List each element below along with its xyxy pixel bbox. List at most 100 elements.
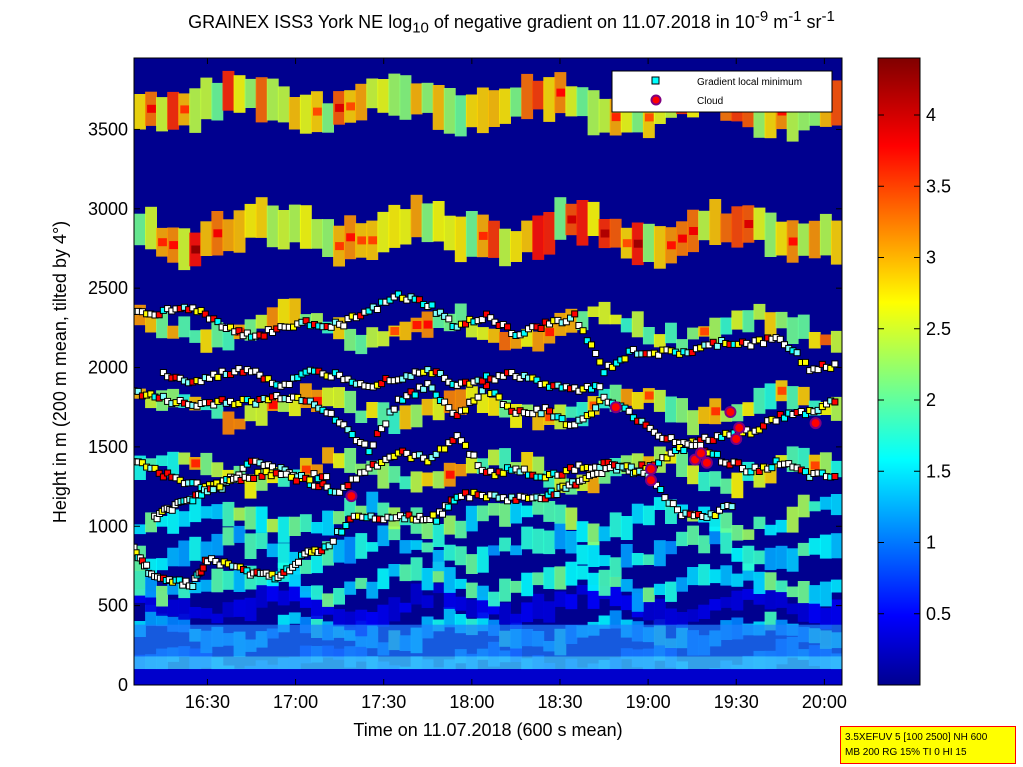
heatmap-low-layer [134,624,842,657]
heatmap-cell [410,404,423,428]
heatmap-cell [156,455,168,466]
heatmap-cell [598,526,611,542]
heatmap-cell [786,586,799,598]
gradient-minimum-marker [189,583,197,590]
heatmap-cell [266,205,279,248]
chart-title: GRAINEX ISS3 York NE log10 of negative g… [188,8,835,37]
gradient-minimum-marker [453,432,461,440]
heatmap-cell [432,471,445,489]
heatmap-cell [266,518,279,533]
heatmap-cell [145,317,157,333]
heatmap-cell [797,542,810,556]
parameter-info-box: 3.5XEFUV 5 [100 2500] NH 600 MB 200 RG 1… [840,726,1016,764]
gradient-minimum-marker [646,424,654,432]
heatmap-cell [687,567,699,586]
heatmap-cell [344,497,357,517]
heatmap-cell [642,505,655,526]
gradient-minimum-marker [390,405,398,413]
heatmap-cell [764,524,777,536]
heatmap-cell [432,313,445,328]
heatmap-cell [764,312,777,338]
heatmap-cell [244,533,257,559]
heatmap-cell [211,322,224,348]
gradient-minimum-marker [772,417,780,425]
heatmap-hotspot [423,320,433,329]
heatmap-cell [510,545,522,556]
heatmap [134,70,842,685]
heatmap-cell [720,478,733,494]
heatmap-cell [731,404,744,422]
heatmap-cell [134,524,146,535]
gradient-minimum-marker [143,561,151,569]
gradient-minimum-marker [302,317,310,325]
gradient-minimum-marker [292,477,300,485]
plot-frame [133,57,843,686]
gradient-minimum-marker [310,470,318,478]
heatmap-cell [510,502,522,524]
heatmap-cell [819,452,832,476]
heatmap-cell [709,471,722,487]
colorbar-gradient [877,57,921,686]
gradient-minimum-marker [520,465,528,473]
heatmap-cell [620,544,633,568]
gradient-minimum-marker [323,483,331,491]
heatmap-cell [488,90,500,127]
heatmap-cell [145,604,157,626]
heatmap-cell [443,313,456,332]
heatmap-cell [720,512,733,533]
cloud-marker [645,474,657,487]
heatmap-cell [543,77,556,122]
heatmap-cell [432,201,445,242]
gradient-minimum-marker [294,374,302,382]
gradient-minimum-marker [638,417,646,425]
gradient-minimum-marker [747,468,755,476]
heatmap-cell [255,77,268,123]
heatmap-cell [764,572,777,591]
heatmap-cell [465,457,478,474]
heatmap-cell [156,516,168,527]
heatmap-cell [366,542,379,552]
gradient-minimum-marker [197,378,205,386]
heatmap-cell [410,83,423,115]
heatmap-cell [687,410,699,436]
gradient-minimum-marker [499,372,507,380]
heatmap-cell [764,98,777,139]
gradient-minimum-marker [269,329,276,336]
heatmap-cell [299,559,312,574]
heatmap-cell [753,95,766,138]
gradient-minimum-marker [831,360,839,368]
heatmap-cell [311,219,323,249]
heatmap-cell [377,463,390,489]
heatmap-cell [731,573,744,587]
heatmap-cell [233,418,246,430]
heatmap-cell [775,519,788,533]
heatmap-cell [167,325,180,339]
heatmap-hotspot [335,242,344,251]
heatmap-cell [631,553,644,566]
colorbar: 0.5 1 1.5 2 2.5 3 3.5 4 [877,57,951,686]
gradient-minimum-marker [199,564,207,572]
heatmap-cell [554,566,567,590]
heatmap-cell [830,396,842,421]
gradient-minimum-marker [336,371,344,379]
heatmap-cell [587,466,600,494]
gradient-minimum-marker [466,494,474,502]
heatmap-cell [388,564,401,577]
heatmap-cell [178,583,191,599]
heatmap-cell [222,219,235,252]
colorbar-tick-label: 1.5 [926,461,951,481]
gradient-minimum-marker [655,459,663,467]
heatmap-cell [543,470,556,488]
heatmap-cell [543,212,556,255]
heatmap-cell [653,583,666,595]
gradient-minimum-marker [462,406,469,414]
cloud-marker [695,447,707,460]
heatmap-cell [454,303,467,326]
heatmap-cell [244,78,257,108]
heatmap-cell [830,599,842,625]
gradient-minimum-marker [499,469,507,477]
gradient-minimum-marker [159,392,167,400]
gradient-minimum-marker [252,400,260,408]
gradient-minimum-marker [781,414,788,422]
heatmap-cell [211,613,224,624]
